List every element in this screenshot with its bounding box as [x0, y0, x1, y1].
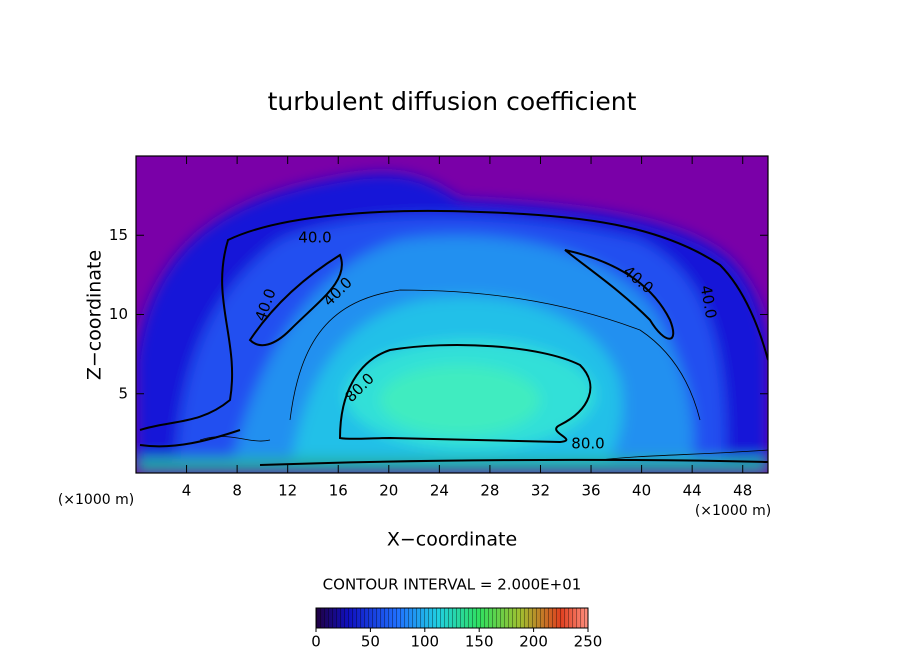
- contour-label: 80.0: [571, 435, 604, 453]
- contour-lines: [139, 209, 768, 466]
- y-tick-label: 5: [118, 384, 128, 402]
- colorbar-tick-label: 200: [519, 633, 548, 651]
- x-tick-label: 28: [480, 482, 499, 500]
- colorbar-tick-label: 50: [361, 633, 380, 651]
- y-tick-label: 15: [109, 226, 128, 244]
- x-tick-label: 4: [182, 482, 192, 500]
- contour-line: [139, 209, 768, 431]
- x-tick-label: 44: [683, 482, 702, 500]
- contour-label: 40.0: [298, 229, 331, 247]
- x-tick-label: 12: [278, 482, 297, 500]
- x-axis-label: X−coordinate: [387, 529, 517, 551]
- colorbar-tick-label: 0: [311, 633, 321, 651]
- x-tick-label: 32: [531, 482, 550, 500]
- x-tick-label: 8: [232, 482, 242, 500]
- y-axis-label: Z−coordinate: [84, 250, 106, 380]
- contour-interval: CONTOUR INTERVAL = 2.000E+01: [323, 576, 582, 594]
- y-tick-label: 10: [109, 305, 128, 323]
- x-tick-label: 40: [632, 482, 651, 500]
- colorbar-tick-label: 100: [410, 633, 439, 651]
- field: [136, 156, 768, 473]
- y-unit: (×1000 m): [58, 492, 134, 508]
- contour-line: [248, 253, 343, 347]
- contour-line: [338, 344, 592, 444]
- chart-title: turbulent diffusion coefficient: [268, 87, 637, 116]
- contour-line: [139, 429, 768, 466]
- x-tick-label: 16: [329, 482, 348, 500]
- x-unit: (×1000 m): [695, 503, 771, 519]
- colorbar-tick-label: 150: [465, 633, 494, 651]
- colorbar-frame: [315, 607, 589, 629]
- contour-label: 40.0: [697, 284, 721, 320]
- x-tick-label: 48: [733, 482, 752, 500]
- x-tick-label: 20: [379, 482, 398, 500]
- contour-line: [564, 249, 675, 340]
- colorbar-tick-label: 250: [574, 633, 603, 651]
- x-tick-label: 36: [581, 482, 600, 500]
- x-tick-label: 24: [430, 482, 449, 500]
